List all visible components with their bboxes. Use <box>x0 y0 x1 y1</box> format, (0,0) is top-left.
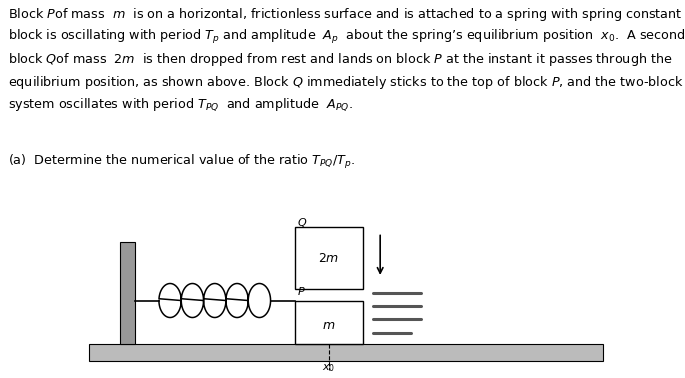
Bar <box>295 227 363 289</box>
Text: $Q$: $Q$ <box>297 216 307 229</box>
Bar <box>89 344 603 361</box>
Text: Block $P$of mass  $m$  is on a horizontal, frictionless surface and is attached : Block $P$of mass $m$ is on a horizontal,… <box>8 6 685 113</box>
Text: $2m$: $2m$ <box>319 253 339 265</box>
Bar <box>120 242 135 344</box>
Text: (a)  Determine the numerical value of the ratio $T_{PQ}/T_p$.: (a) Determine the numerical value of the… <box>8 153 356 171</box>
Text: $m$: $m$ <box>322 319 336 332</box>
Text: $x_0$: $x_0$ <box>322 363 336 374</box>
Bar <box>295 301 363 344</box>
Text: $P$: $P$ <box>297 285 306 297</box>
